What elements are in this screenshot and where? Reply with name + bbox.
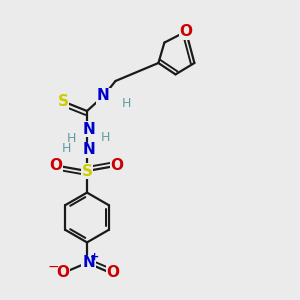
Text: O: O	[106, 265, 120, 280]
Text: O: O	[56, 265, 70, 280]
Text: S: S	[82, 164, 92, 178]
Text: H: H	[67, 131, 76, 145]
Text: +: +	[90, 252, 99, 262]
Text: O: O	[179, 24, 193, 39]
Text: H: H	[100, 130, 110, 144]
Text: O: O	[50, 158, 63, 172]
Text: N: N	[97, 88, 110, 104]
Text: S: S	[58, 94, 68, 110]
Text: N: N	[82, 142, 95, 158]
Text: H: H	[121, 97, 131, 110]
Text: −: −	[48, 260, 59, 274]
Text: H: H	[62, 142, 71, 155]
Text: N: N	[82, 255, 95, 270]
Text: O: O	[110, 158, 124, 172]
Text: N: N	[82, 122, 95, 136]
